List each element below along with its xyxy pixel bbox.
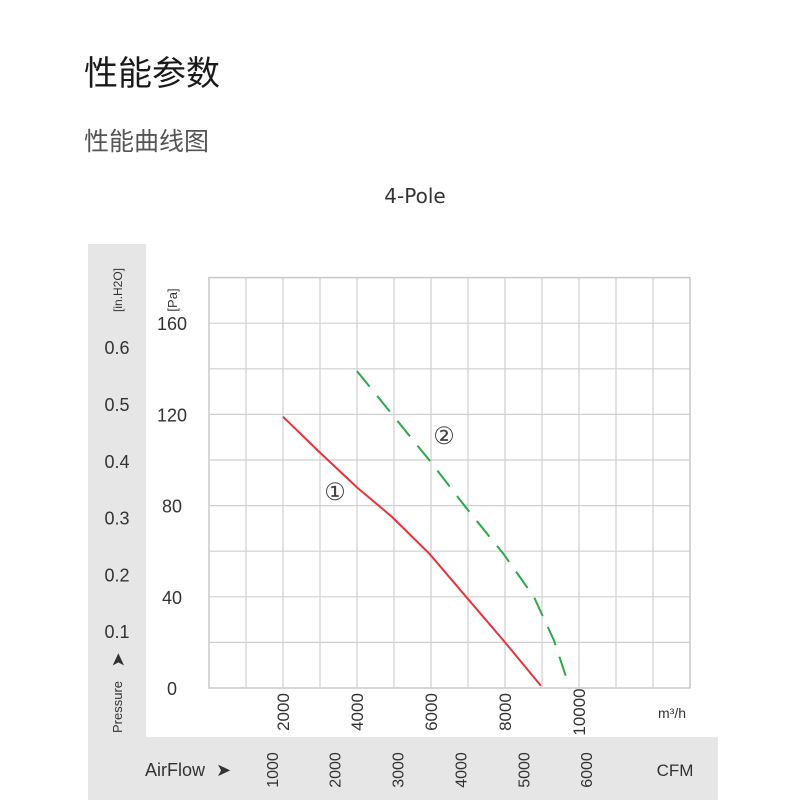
x2-tick-label: 5000: [516, 752, 533, 788]
y2-tick-label: 0.4: [104, 452, 129, 472]
x-tick-label: 4000: [348, 693, 367, 731]
x-axis-unit-label: m³/h: [658, 705, 686, 721]
y-tick-label: 0: [167, 679, 177, 699]
y-tick-label: 160: [157, 314, 187, 334]
pressure-arrow-icon: ➤: [108, 652, 128, 667]
page-title: 性能参数: [84, 54, 220, 94]
y-tick-label: 120: [157, 405, 187, 425]
x2-tick-label: 6000: [579, 752, 596, 788]
marks: 2000 4000 6000 8000 10000 1000 2000 3000 4000 500…: [104, 314, 596, 788]
x2-axis-unit-label: CFM: [657, 761, 694, 780]
x-tick-label: 8000: [496, 693, 515, 731]
chart-title: 4-Pole: [384, 184, 446, 208]
x-tick-label: 2000: [274, 693, 293, 731]
left-axis-band: [88, 244, 146, 737]
x2-tick-label: 2000: [328, 752, 345, 788]
y2-tick-label: 0.3: [104, 509, 129, 529]
airflow-arrow-icon: ➤: [216, 760, 231, 780]
y2-tick-label: 0.2: [104, 565, 129, 585]
y2-axis-unit-label: [in.H2O]: [111, 268, 125, 312]
x2-tick-label: 4000: [453, 752, 470, 788]
x2-axis-prefix-label: AirFlow: [145, 760, 206, 780]
grid: [208, 276, 691, 689]
plot-area: [208, 276, 691, 689]
y2-tick-label: 0.5: [104, 395, 129, 415]
y2-tick-label: 0.1: [104, 622, 129, 642]
series-label-1: ①: [324, 478, 346, 506]
x-tick-label: 10000: [570, 688, 589, 735]
series-label-2: ②: [433, 422, 455, 450]
y2-axis-prefix-label: Pressure: [110, 681, 125, 733]
y-tick-label: 80: [162, 497, 182, 517]
x2-tick-label: 1000: [265, 752, 282, 788]
y-axis-unit-label: [Pa]: [165, 288, 180, 311]
x-tick-label: 6000: [422, 693, 441, 731]
bottom-axis-band: [88, 737, 718, 800]
series-line-2: [356, 370, 570, 687]
x2-tick-label: 3000: [391, 752, 408, 788]
series-line-1: [282, 415, 542, 687]
y-tick-label: 40: [162, 588, 182, 608]
y2-tick-label: 0.6: [104, 338, 129, 358]
section-subtitle: 性能曲线图: [84, 127, 210, 156]
